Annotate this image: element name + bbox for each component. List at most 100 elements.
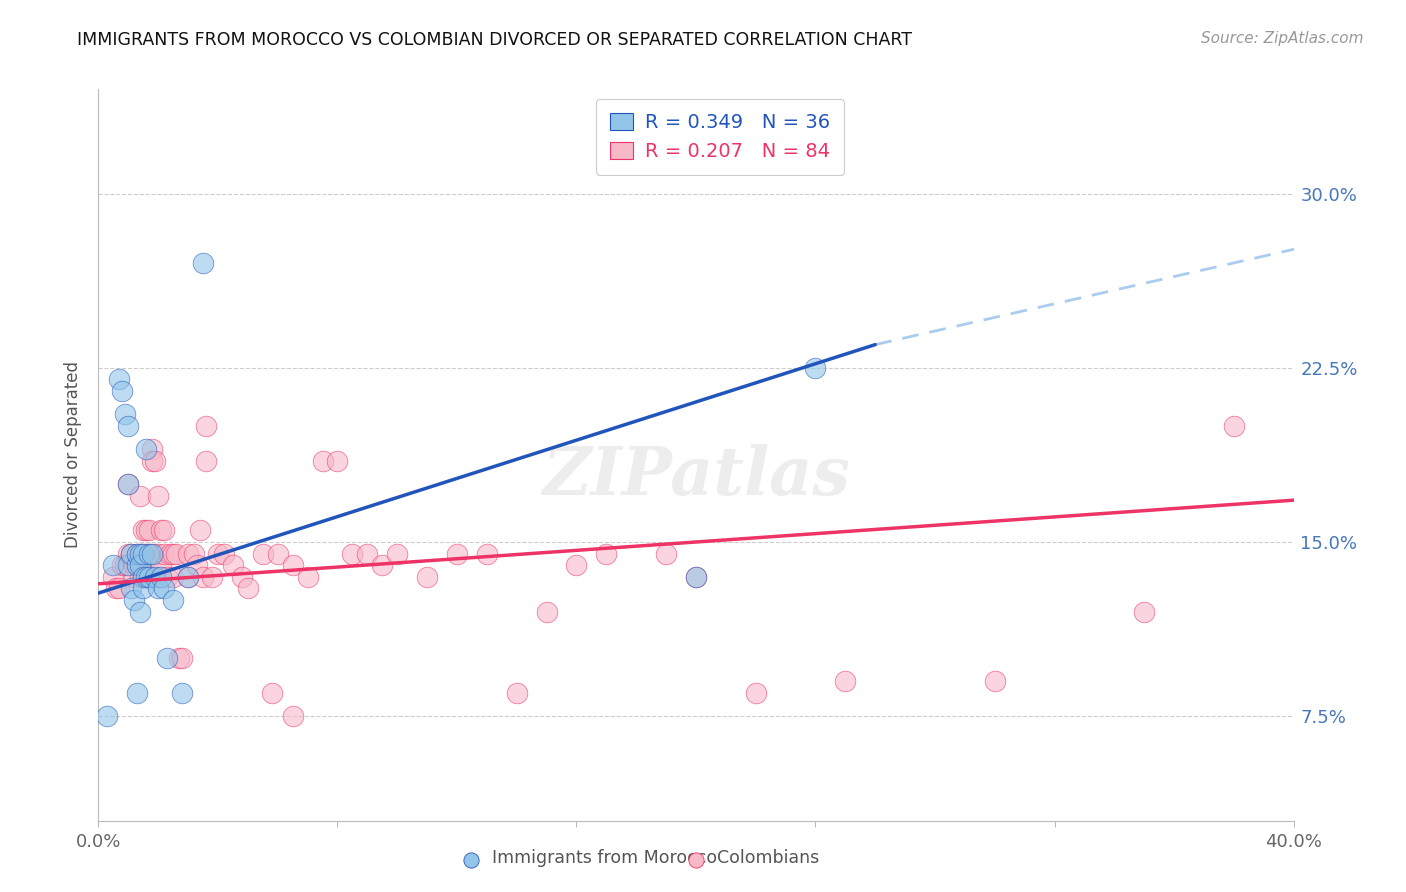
Text: Colombians: Colombians	[717, 849, 820, 867]
Point	[138, 570, 160, 584]
Point	[141, 442, 163, 456]
Point	[132, 524, 155, 538]
Point	[143, 547, 166, 561]
Text: IMMIGRANTS FROM MOROCCO VS COLOMBIAN DIVORCED OR SEPARATED CORRELATION CHART: IMMIGRANTS FROM MOROCCO VS COLOMBIAN DIV…	[77, 31, 912, 49]
Point	[475, 547, 498, 561]
Point	[1223, 418, 1246, 433]
Point	[446, 547, 468, 561]
Point	[260, 686, 283, 700]
Point	[191, 570, 214, 584]
Point	[165, 547, 187, 561]
Point	[127, 686, 149, 700]
Point	[685, 570, 707, 584]
Point	[188, 524, 211, 538]
Point	[96, 709, 118, 723]
Point	[356, 547, 378, 561]
Point	[141, 570, 163, 584]
Point	[177, 547, 200, 561]
Point	[132, 547, 155, 561]
Point	[120, 547, 142, 561]
Point	[135, 442, 157, 456]
Point	[655, 547, 678, 561]
Point	[162, 570, 184, 584]
Point	[108, 582, 131, 596]
Point	[281, 709, 304, 723]
Point	[105, 582, 128, 596]
Point	[804, 360, 827, 375]
Point	[124, 558, 146, 573]
Point	[127, 558, 149, 573]
Point	[342, 547, 364, 561]
Text: ZIPatlas: ZIPatlas	[543, 444, 849, 509]
Point	[129, 547, 152, 561]
Point	[162, 547, 184, 561]
Point	[117, 558, 139, 573]
Point	[103, 558, 125, 573]
Point	[150, 558, 173, 573]
Text: Source: ZipAtlas.com: Source: ZipAtlas.com	[1201, 31, 1364, 46]
Point	[129, 547, 152, 561]
Point	[114, 558, 136, 573]
Point	[132, 570, 155, 584]
Point	[326, 454, 349, 468]
Point	[120, 547, 142, 561]
Point	[148, 570, 170, 584]
Point	[252, 547, 274, 561]
Point	[138, 524, 160, 538]
Point	[143, 454, 166, 468]
Point	[111, 558, 134, 573]
Point	[120, 582, 142, 596]
Point	[141, 454, 163, 468]
Point	[111, 384, 134, 398]
Point	[150, 524, 173, 538]
Point	[108, 372, 131, 386]
Point	[132, 582, 155, 596]
Point	[984, 674, 1007, 689]
Point	[129, 558, 152, 573]
Point	[834, 674, 856, 689]
Point	[127, 547, 149, 561]
Point	[132, 558, 155, 573]
Point	[127, 547, 149, 561]
Point	[231, 570, 253, 584]
Point	[267, 547, 290, 561]
Point	[222, 558, 245, 573]
Point	[177, 570, 200, 584]
Point	[1133, 605, 1156, 619]
Point	[132, 570, 155, 584]
Point	[114, 407, 136, 421]
Point	[281, 558, 304, 573]
Point	[297, 570, 319, 584]
Text: Immigrants from Morocco: Immigrants from Morocco	[492, 849, 717, 867]
Point	[141, 547, 163, 561]
Point	[460, 853, 482, 867]
Point	[195, 418, 218, 433]
Point	[129, 605, 152, 619]
Point	[162, 593, 184, 607]
Point	[565, 558, 588, 573]
Point	[138, 547, 160, 561]
Legend: R = 0.349   N = 36, R = 0.207   N = 84: R = 0.349 N = 36, R = 0.207 N = 84	[596, 99, 844, 175]
Point	[148, 489, 170, 503]
Point	[127, 558, 149, 573]
Point	[236, 582, 259, 596]
Y-axis label: Divorced or Separated: Divorced or Separated	[65, 361, 83, 549]
Point	[177, 570, 200, 584]
Point	[311, 454, 333, 468]
Point	[183, 547, 205, 561]
Point	[195, 454, 218, 468]
Point	[138, 547, 160, 561]
Point	[150, 570, 173, 584]
Point	[103, 570, 125, 584]
Point	[685, 570, 707, 584]
Point	[536, 605, 558, 619]
Point	[191, 256, 214, 270]
Point	[595, 547, 617, 561]
Point	[148, 582, 170, 596]
Point	[207, 547, 229, 561]
Point	[129, 558, 152, 573]
Point	[148, 547, 170, 561]
Point	[117, 547, 139, 561]
Point	[371, 558, 394, 573]
Point	[156, 651, 179, 665]
